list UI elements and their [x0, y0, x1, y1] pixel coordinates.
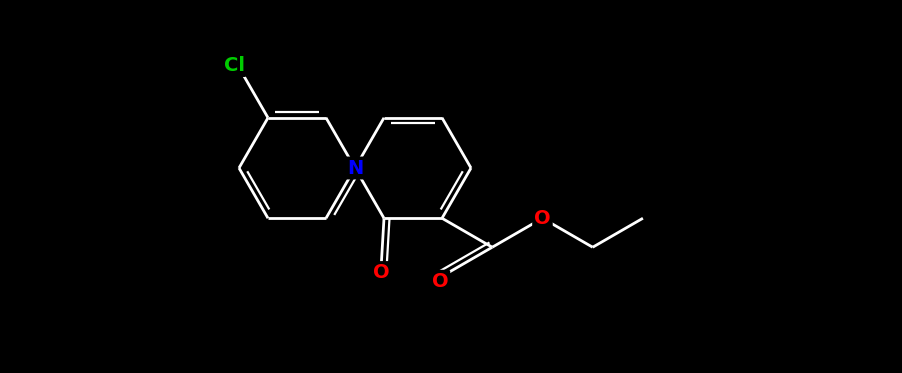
Text: Cl: Cl	[224, 56, 244, 75]
Text: O: O	[534, 209, 551, 228]
Text: N: N	[347, 159, 364, 178]
Text: O: O	[432, 272, 448, 291]
Text: O: O	[373, 263, 390, 282]
